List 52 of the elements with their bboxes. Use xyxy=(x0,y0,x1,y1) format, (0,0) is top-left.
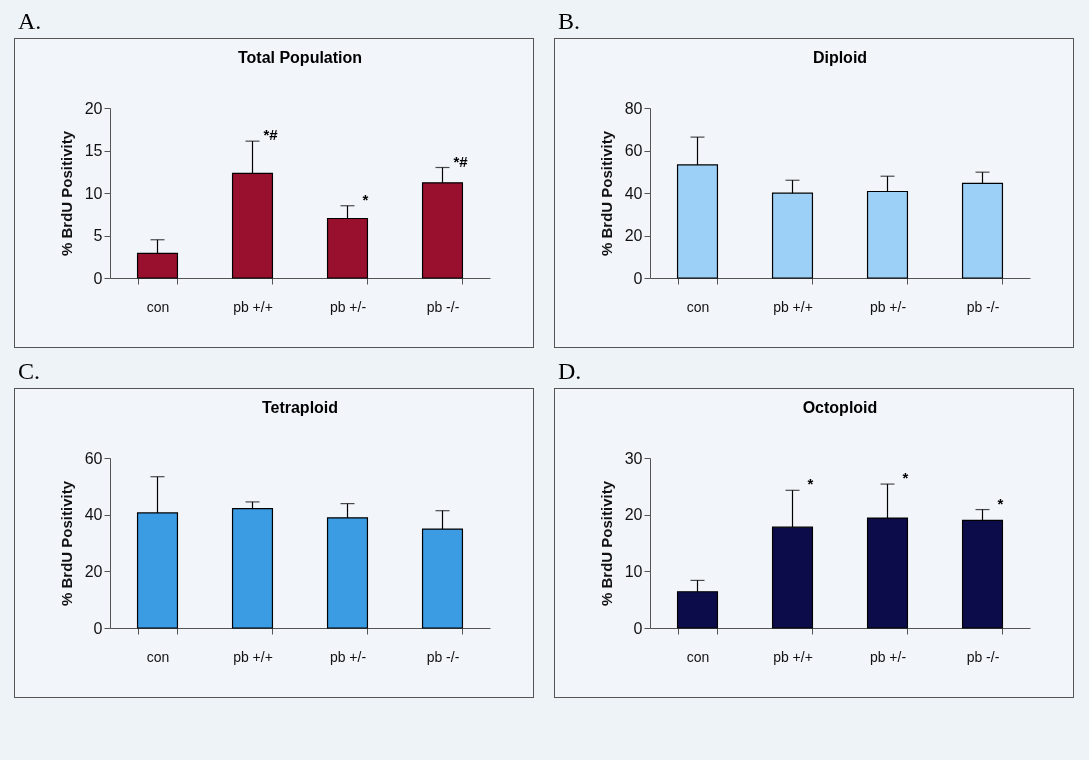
y-tick-label: 5 xyxy=(93,227,103,244)
y-tick-label: 0 xyxy=(633,619,643,637)
y-tick-label: 80 xyxy=(624,99,643,117)
chart-title: Diploid xyxy=(812,49,867,66)
x-tick-label: pb +/+ xyxy=(232,648,273,665)
x-tick-label: pb +/- xyxy=(329,298,366,315)
y-tick-label: 20 xyxy=(84,562,103,580)
annotation: * xyxy=(997,494,1004,512)
x-tick-label: pb -/- xyxy=(426,648,460,665)
x-tick-label: con xyxy=(686,298,709,315)
y-tick-label: 0 xyxy=(93,619,103,637)
y-tick-label: 40 xyxy=(84,506,103,524)
x-tick-label: pb +/- xyxy=(869,298,906,315)
y-tick-label: 20 xyxy=(624,506,643,524)
x-tick-label: pb +/- xyxy=(869,648,906,665)
y-axis-title: % BrdU Positivity xyxy=(597,130,615,257)
text: C. xyxy=(17,357,41,386)
chart-title: Octoploid xyxy=(802,399,877,416)
text: D. xyxy=(557,357,583,386)
y-axis-title: % BrdU Positivity xyxy=(57,130,75,257)
annotation: *# xyxy=(262,126,278,144)
annotation: * xyxy=(902,469,909,487)
y-tick-label: 60 xyxy=(624,142,643,159)
y-tick-label: 20 xyxy=(624,227,643,244)
y-tick-label: 60 xyxy=(84,449,103,467)
x-tick-label: pb +/+ xyxy=(232,298,273,315)
x-tick-label: pb +/- xyxy=(329,648,366,665)
x-tick-label: pb +/+ xyxy=(772,648,813,665)
annotation: * xyxy=(362,190,369,208)
text: A. xyxy=(17,7,43,36)
x-tick-label: con xyxy=(686,648,709,665)
x-tick-label: con xyxy=(146,298,169,315)
text: B. xyxy=(557,7,581,36)
y-axis-title: % BrdU Positivity xyxy=(597,480,615,607)
y-tick-label: 10 xyxy=(624,562,643,580)
x-tick-label: pb +/+ xyxy=(772,298,813,315)
y-tick-label: 30 xyxy=(624,449,643,467)
y-tick-label: 10 xyxy=(84,184,103,202)
chart-title: Total Population xyxy=(237,49,362,66)
annotation: *# xyxy=(452,152,468,170)
chart-title: Tetraploid xyxy=(261,399,338,416)
y-axis-title: % BrdU Positivity xyxy=(57,480,75,607)
y-tick-label: 0 xyxy=(93,269,103,287)
x-tick-label: pb -/- xyxy=(426,298,460,315)
x-tick-label: pb -/- xyxy=(966,648,1000,665)
x-tick-label: pb -/- xyxy=(966,298,1000,315)
y-tick-label: 15 xyxy=(84,142,103,159)
y-tick-label: 20 xyxy=(84,99,103,117)
annotation: * xyxy=(807,475,814,493)
y-tick-label: 40 xyxy=(624,184,643,202)
x-tick-label: con xyxy=(146,648,169,665)
y-tick-label: 0 xyxy=(633,269,643,287)
